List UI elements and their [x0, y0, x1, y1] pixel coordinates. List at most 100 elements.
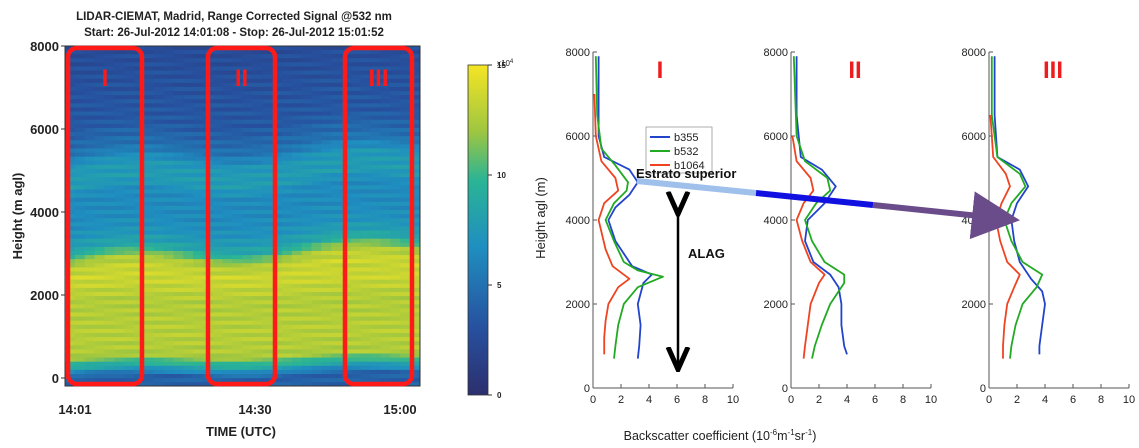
heatmap-cell [291, 181, 303, 186]
heatmap-cell [360, 156, 372, 162]
heatmap-cell [114, 259, 125, 264]
heatmap-cell [281, 291, 293, 297]
heatmap-cell [390, 337, 401, 342]
heatmap-cell [350, 238, 362, 244]
heatmap-cell [222, 353, 234, 359]
heatmap-cell [114, 238, 125, 244]
heatmap-cell [212, 365, 224, 371]
heatmap-cell [134, 320, 145, 326]
heatmap-cell [104, 296, 115, 301]
heatmap-cell [311, 353, 322, 359]
heatmap-cell [212, 283, 224, 289]
heatmap-cell [321, 300, 332, 305]
heatmap-cell [74, 50, 86, 55]
heatmap-cell [193, 324, 204, 330]
heatmap-cell [183, 332, 194, 338]
heatmap-cell [272, 173, 283, 178]
heatmap-cell [153, 246, 165, 252]
heatmap-cell [400, 201, 411, 207]
heatmap-cell [262, 127, 273, 133]
heatmap-cell [331, 267, 342, 272]
heatmap-cell [143, 296, 155, 301]
profile-x-tick-label: 0 [590, 394, 596, 406]
heatmap-cell [350, 222, 362, 227]
heatmap-cell [380, 222, 391, 227]
heatmap-cell [153, 181, 165, 186]
heatmap-cell [262, 324, 273, 330]
heatmap-cell [262, 218, 273, 223]
heatmap-cell [321, 279, 332, 285]
heatmap-cell [331, 78, 342, 84]
heatmap-cell [74, 349, 86, 354]
profile-series-b1064 [791, 135, 826, 359]
heatmap-cell [104, 369, 115, 375]
heatmap-cell [212, 353, 224, 359]
heatmap-cell [360, 173, 372, 178]
heatmap-cell [272, 328, 283, 334]
heatmap-cell [74, 226, 86, 231]
heatmap-cell [183, 205, 194, 211]
heatmap-cell [331, 148, 342, 154]
heatmap-cell [390, 304, 401, 309]
heatmap-cell [153, 222, 165, 227]
heatmap-cell [301, 189, 313, 195]
heatmap-cell [370, 152, 382, 158]
heatmap-cell [124, 173, 135, 178]
heatmap-cell [84, 296, 96, 301]
heatmap-cell [311, 74, 322, 80]
heatmap-cell [173, 374, 184, 379]
heatmap-cell [124, 50, 135, 55]
heatmap-cell [410, 246, 421, 252]
heatmap-cell [114, 50, 125, 55]
heatmap-cell [272, 259, 283, 264]
heatmap-cell [301, 279, 313, 285]
heatmap-cell [291, 148, 303, 154]
heatmap-cell [350, 328, 362, 334]
heatmap-cell [301, 378, 313, 383]
heatmap-cell [74, 173, 86, 178]
heatmap-cell [124, 357, 135, 363]
heatmap-cell [173, 205, 184, 211]
heatmap-cell [350, 349, 362, 354]
annotations: Estrato superior ALAG [636, 166, 1020, 367]
heatmap-cell [410, 312, 421, 318]
heatmap-cell [390, 164, 401, 170]
heatmap-cell [262, 369, 273, 375]
heatmap-cell [291, 230, 303, 236]
heatmap-cell [291, 46, 303, 51]
heatmap-cell [281, 152, 293, 158]
heatmap-cell [390, 312, 401, 318]
heatmap-cell [390, 349, 401, 354]
heatmap-cell [311, 287, 322, 293]
heatmap-cell [134, 365, 145, 371]
heatmap-cell [331, 58, 342, 63]
heatmap-cell [350, 259, 362, 264]
heatmap-cell [370, 328, 382, 334]
upper-layer-arrow-seg1 [636, 178, 757, 196]
heatmap-cell [400, 341, 411, 346]
heatmap-cell [84, 250, 96, 256]
heatmap-cell [360, 263, 372, 268]
heatmap-cell [232, 357, 243, 363]
heatmap-cell [350, 132, 362, 137]
heatmap-cell [252, 324, 263, 330]
heatmap-cell [242, 349, 253, 354]
heatmap-cell [163, 312, 174, 318]
heatmap-cell [291, 119, 303, 125]
heatmap-cell [301, 148, 313, 154]
heatmap-cell [94, 78, 105, 84]
heatmap-cell [321, 78, 332, 84]
heatmap-cell [212, 246, 224, 252]
heatmap-cell [153, 185, 165, 190]
heatmap-cell [301, 185, 313, 190]
heatmap-cell [143, 136, 155, 141]
heatmap-cell [74, 271, 86, 277]
heatmap-cell [232, 140, 243, 145]
heatmap-cell [301, 140, 313, 145]
heatmap-cell [84, 242, 96, 248]
heatmap-cell [321, 283, 332, 289]
heatmap-cell [193, 50, 204, 55]
heatmap-cell [104, 222, 115, 227]
heatmap-cell [153, 66, 165, 72]
heatmap-cell [193, 74, 204, 80]
